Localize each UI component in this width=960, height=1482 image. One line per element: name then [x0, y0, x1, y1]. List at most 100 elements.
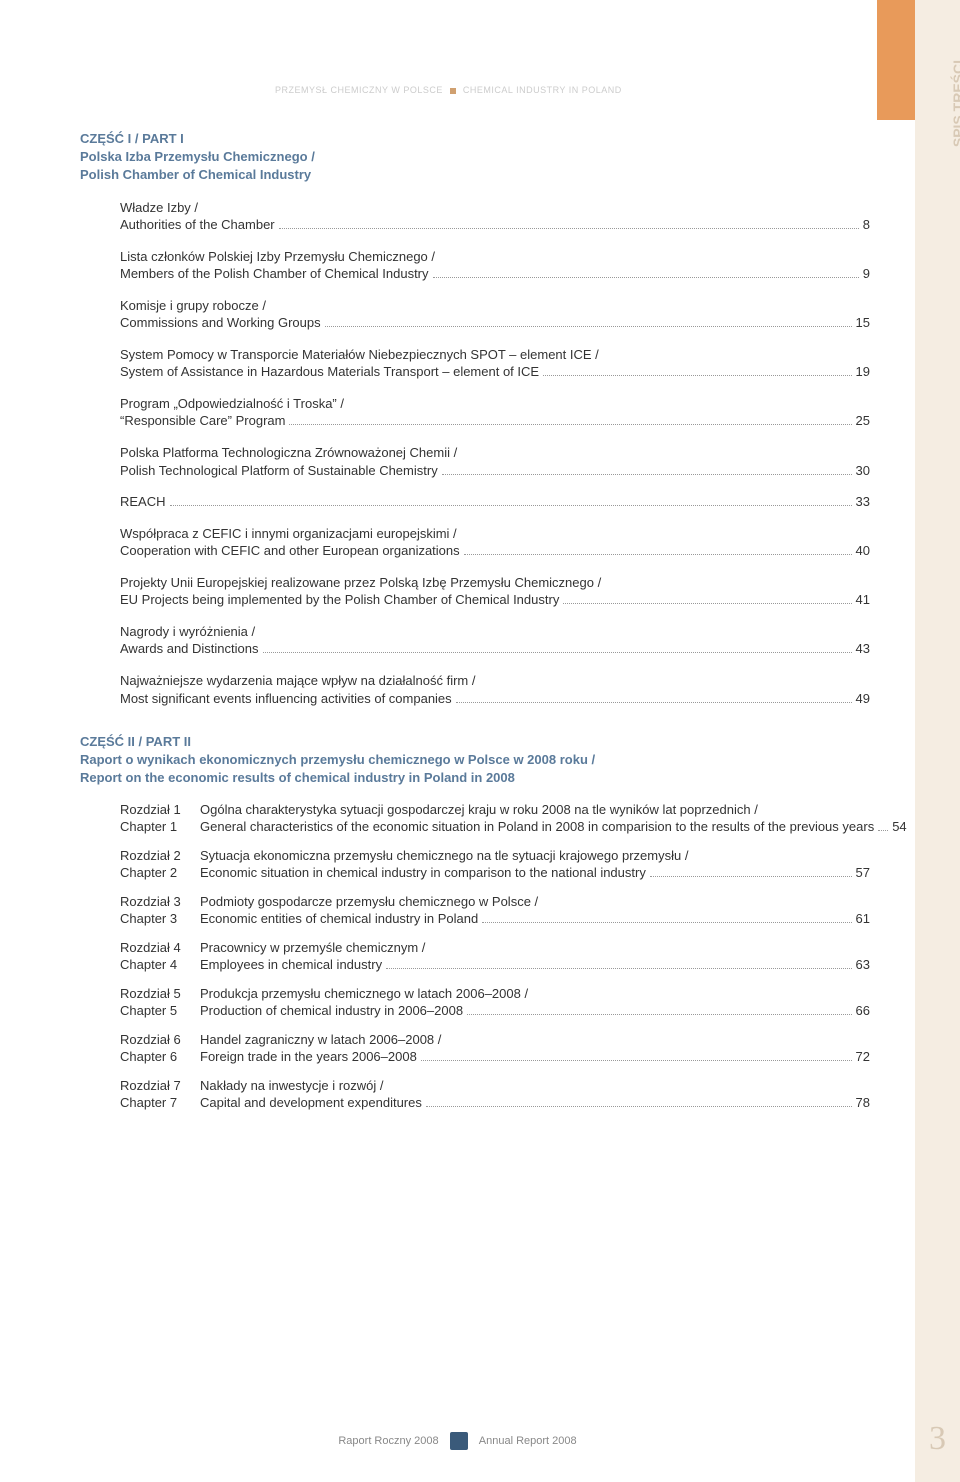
toc-leader-dots: [563, 603, 851, 604]
toc-leader-dots: [289, 424, 851, 425]
toc-entry: Współpraca z CEFIC i innymi organizacjam…: [120, 525, 870, 560]
toc-entry-row: Polish Technological Platform of Sustain…: [120, 462, 870, 480]
toc-entry-row: REACH 33: [120, 493, 870, 511]
part2-toc: Rozdział 1Ogólna charakterystyka sytuacj…: [80, 802, 870, 1110]
toc-entry-pl: Współpraca z CEFIC i innymi organizacjam…: [120, 525, 870, 543]
toc-page-number: 15: [856, 314, 870, 332]
toc-entry: REACH 33: [120, 493, 870, 511]
toc-leader-dots: [433, 277, 859, 278]
part2-heading-line3: Report on the economic results of chemic…: [80, 769, 870, 787]
running-head-right: CHEMICAL INDUSTRY IN POLAND: [463, 85, 622, 95]
toc-entry-pl: Władze Izby /: [120, 199, 870, 217]
toc-entry-row: System of Assistance in Hazardous Materi…: [120, 363, 870, 381]
side-label: SPIS TREŚCI Contents: [950, 60, 960, 147]
chapter-entry: Rozdział 1Ogólna charakterystyka sytuacj…: [120, 802, 870, 834]
toc-page-number: 33: [856, 493, 870, 511]
toc-leader-dots: [467, 1014, 851, 1015]
toc-page-number: 57: [856, 865, 870, 880]
chapter-label-en: Chapter 3: [120, 911, 200, 926]
chapter-row-pl: Rozdział 6Handel zagraniczny w latach 20…: [120, 1032, 870, 1047]
running-head: PRZEMYSŁ CHEMICZNY W POLSCE CHEMICAL IND…: [275, 85, 622, 95]
part1-heading-line2: Polska Izba Przemysłu Chemicznego /: [80, 148, 870, 166]
toc-entry-pl: Komisje i grupy robocze /: [120, 297, 870, 315]
toc-entry-en: Awards and Distinctions: [120, 640, 259, 658]
chapter-text-en: General characteristics of the economic …: [200, 819, 874, 834]
toc-entry-row: “Responsible Care” Program 25: [120, 412, 870, 430]
footer-right: Annual Report 2008: [479, 1435, 577, 1447]
chapter-label-en: Chapter 4: [120, 957, 200, 972]
chapter-text-pl: Produkcja przemysłu chemicznego w latach…: [200, 986, 870, 1001]
toc-leader-dots: [482, 922, 851, 923]
toc-leader-dots: [464, 554, 852, 555]
toc-entry-row: Most significant events influencing acti…: [120, 690, 870, 708]
toc-page-number: 54: [892, 819, 906, 834]
chapter-label-pl: Rozdział 7: [120, 1078, 200, 1093]
toc-page-number: 63: [856, 957, 870, 972]
chapter-label-pl: Rozdział 4: [120, 940, 200, 955]
toc-entry: Komisje i grupy robocze /Commissions and…: [120, 297, 870, 332]
chapter-row-pl: Rozdział 4Pracownicy w przemyśle chemicz…: [120, 940, 870, 955]
toc-page-number: 49: [856, 690, 870, 708]
toc-entry-row: EU Projects being implemented by the Pol…: [120, 591, 870, 609]
part2-heading: CZĘŚĆ II / PART II Raport o wynikach eko…: [80, 733, 870, 788]
part1-heading: CZĘŚĆ I / PART I Polska Izba Przemysłu C…: [80, 130, 870, 185]
accent-stripe: [877, 0, 915, 120]
toc-entry-pl: REACH: [120, 493, 166, 511]
part2-heading-line1: CZĘŚĆ II / PART II: [80, 733, 870, 751]
chapter-label-pl: Rozdział 5: [120, 986, 200, 1001]
side-label-pl: SPIS TREŚCI: [950, 60, 960, 147]
toc-page-number: 61: [856, 911, 870, 926]
chapter-body-en: General characteristics of the economic …: [200, 819, 907, 834]
toc-entry-row: Authorities of the Chamber 8: [120, 216, 870, 234]
chapter-row-en: Chapter 4Employees in chemical industry …: [120, 957, 870, 972]
toc-page-number: 41: [856, 591, 870, 609]
toc-entry-en: “Responsible Care” Program: [120, 412, 285, 430]
toc-leader-dots: [650, 876, 852, 877]
toc-leader-dots: [543, 375, 851, 376]
chapter-row-en: Chapter 3Economic entities of chemical i…: [120, 911, 870, 926]
running-head-separator-icon: [450, 88, 456, 94]
chapter-entry: Rozdział 6Handel zagraniczny w latach 20…: [120, 1032, 870, 1064]
chapter-text-en: Capital and development expenditures: [200, 1095, 422, 1110]
toc-leader-dots: [456, 702, 852, 703]
chapter-body-en: Capital and development expenditures 78: [200, 1095, 870, 1110]
toc-entry-en: Cooperation with CEFIC and other Europea…: [120, 542, 460, 560]
running-head-left: PRZEMYSŁ CHEMICZNY W POLSCE: [275, 85, 443, 95]
toc-entry-pl: Program „Odpowiedzialność i Troska” /: [120, 395, 870, 413]
chapter-text-en: Economic entities of chemical industry i…: [200, 911, 478, 926]
toc-entry-pl: Polska Platforma Technologiczna Zrównowa…: [120, 444, 870, 462]
chapter-body-en: Foreign trade in the years 2006–2008 72: [200, 1049, 870, 1064]
toc-entry-pl: System Pomocy w Transporcie Materiałów N…: [120, 346, 870, 364]
chapter-label-pl: Rozdział 1: [120, 802, 200, 817]
chapter-text-en: Foreign trade in the years 2006–2008: [200, 1049, 417, 1064]
chapter-row-en: Chapter 5Production of chemical industry…: [120, 1003, 870, 1018]
toc-page-number: 40: [856, 542, 870, 560]
footer: Raport Roczny 2008 Annual Report 2008: [0, 1432, 915, 1450]
chapter-body-en: Economic situation in chemical industry …: [200, 865, 870, 880]
chapter-label-pl: Rozdział 2: [120, 848, 200, 863]
chapter-entry: Rozdział 3Podmioty gospodarcze przemysłu…: [120, 894, 870, 926]
chapter-text-en: Production of chemical industry in 2006–…: [200, 1003, 463, 1018]
toc-leader-dots: [263, 652, 852, 653]
part2-heading-line2: Raport o wynikach ekonomicznych przemysł…: [80, 751, 870, 769]
chapter-body-en: Employees in chemical industry 63: [200, 957, 870, 972]
chapter-label-pl: Rozdział 3: [120, 894, 200, 909]
chapter-row-en: Chapter 7Capital and development expendi…: [120, 1095, 870, 1110]
toc-entry: Najważniejsze wydarzenia mające wpływ na…: [120, 672, 870, 707]
chapter-row-en: Chapter 6Foreign trade in the years 2006…: [120, 1049, 870, 1064]
chapter-row-pl: Rozdział 7Nakłady na inwestycje i rozwój…: [120, 1078, 870, 1093]
toc-entry: Projekty Unii Europejskiej realizowane p…: [120, 574, 870, 609]
toc-entry: System Pomocy w Transporcie Materiałów N…: [120, 346, 870, 381]
toc-entry-en: Authorities of the Chamber: [120, 216, 275, 234]
toc-entry-en: System of Assistance in Hazardous Materi…: [120, 363, 539, 381]
toc-entry: Władze Izby /Authorities of the Chamber …: [120, 199, 870, 234]
content-area: CZĘŚĆ I / PART I Polska Izba Przemysłu C…: [80, 130, 870, 1124]
part1-toc: Władze Izby /Authorities of the Chamber …: [80, 199, 870, 707]
toc-entry-pl: Nagrody i wyróżnienia /: [120, 623, 870, 641]
chapter-label-en: Chapter 6: [120, 1049, 200, 1064]
toc-entry-en: Polish Technological Platform of Sustain…: [120, 462, 438, 480]
toc-entry-en: Members of the Polish Chamber of Chemica…: [120, 265, 429, 283]
footer-logo-icon: [450, 1432, 468, 1450]
toc-entry-en: Most significant events influencing acti…: [120, 690, 452, 708]
chapter-label-en: Chapter 1: [120, 819, 200, 834]
